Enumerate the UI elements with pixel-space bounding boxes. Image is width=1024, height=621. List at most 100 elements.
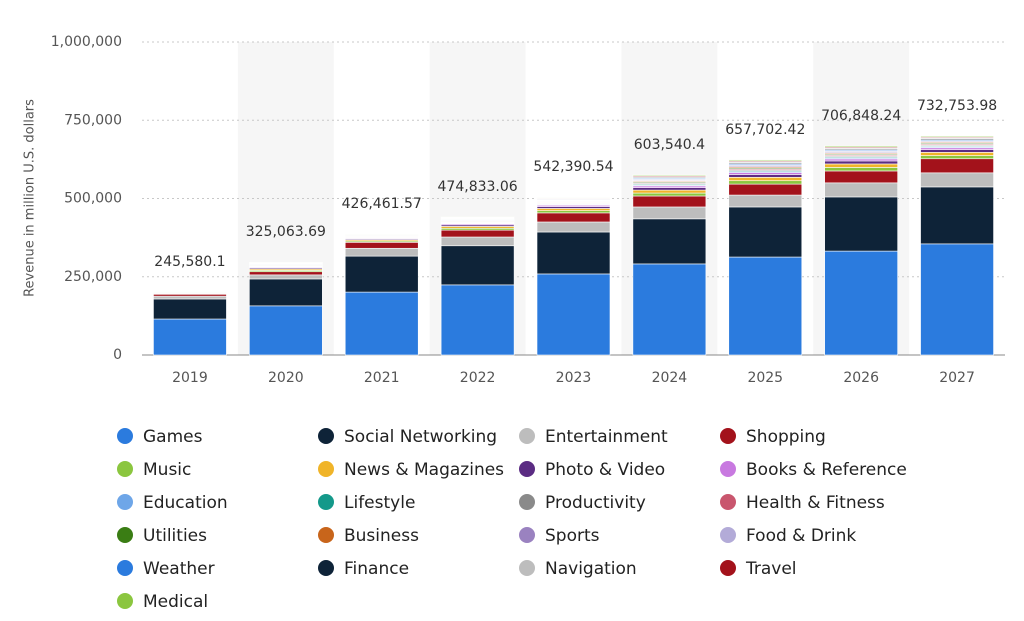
bar-segment xyxy=(728,174,803,178)
y-tick-label: 500,000 xyxy=(64,191,122,207)
legend-marker xyxy=(318,527,334,543)
bar-segment xyxy=(536,212,611,223)
total-label: 245,580.1 xyxy=(154,254,225,270)
y-tick-label: 0 xyxy=(113,347,122,363)
legend-label: Health & Fitness xyxy=(746,493,885,513)
legend-marker xyxy=(720,527,736,543)
bar-segment xyxy=(536,273,611,356)
legend-marker xyxy=(519,461,535,477)
bar-segment xyxy=(344,255,419,293)
bar-segment xyxy=(440,216,515,218)
legend-marker xyxy=(318,461,334,477)
bar-segment xyxy=(440,229,515,238)
bar-segment xyxy=(824,167,898,172)
total-label: 474,833.06 xyxy=(438,179,518,195)
bar-segment xyxy=(632,187,707,191)
bar-segment xyxy=(920,172,994,188)
x-tick-label: 2023 xyxy=(556,370,592,386)
bar-segment xyxy=(824,158,898,162)
bar-segment xyxy=(344,242,419,249)
y-tick-label: 750,000 xyxy=(64,112,122,128)
legend-label: Photo & Video xyxy=(545,460,665,480)
bar-segment xyxy=(632,206,707,220)
legend-label: Food & Drink xyxy=(746,526,856,546)
bar-segment xyxy=(632,192,707,197)
bar-segment xyxy=(344,291,419,356)
legend-marker xyxy=(720,428,736,444)
legend-label: Lifestyle xyxy=(344,493,415,513)
legend-marker xyxy=(117,527,133,543)
bar-segment xyxy=(728,177,803,182)
legend-label: Navigation xyxy=(545,559,637,579)
bar-segment xyxy=(824,145,898,148)
legend-label: Books & Reference xyxy=(746,460,907,480)
legend-label: Social Networking xyxy=(344,427,497,447)
legend-marker xyxy=(117,560,133,576)
bar-segment xyxy=(536,210,611,214)
bar-segment xyxy=(728,194,803,208)
bar-segment xyxy=(920,243,994,356)
bar-segment xyxy=(536,196,611,199)
legend-marker xyxy=(720,560,736,576)
legend-marker xyxy=(720,461,736,477)
total-label: 657,702.42 xyxy=(725,122,805,138)
legend-marker xyxy=(117,593,133,609)
legend-label: Weather xyxy=(143,559,215,579)
legend-label: Medical xyxy=(143,592,208,612)
bar-segment xyxy=(249,278,323,307)
legend-marker xyxy=(117,461,133,477)
bar-segment xyxy=(728,256,803,356)
legend-marker xyxy=(318,494,334,510)
legend-label: Music xyxy=(143,460,191,480)
bar-segment xyxy=(153,298,227,320)
legend-marker xyxy=(117,494,133,510)
legend-marker xyxy=(318,428,334,444)
total-label: 603,540.4 xyxy=(634,137,705,153)
bar-segment xyxy=(824,196,898,252)
legend-label: Entertainment xyxy=(545,427,668,447)
bar-segment xyxy=(536,221,611,233)
bar-segment xyxy=(632,174,707,177)
bar-segment xyxy=(153,295,227,300)
total-label: 732,753.98 xyxy=(917,98,997,114)
legend-marker xyxy=(117,428,133,444)
legend-label: Games xyxy=(143,427,203,447)
bar-segment xyxy=(536,231,611,275)
x-tick-label: 2026 xyxy=(843,370,879,386)
total-label: 325,063.69 xyxy=(246,224,326,240)
x-tick-label: 2024 xyxy=(652,370,688,386)
x-tick-label: 2020 xyxy=(268,370,304,386)
bar-segment xyxy=(824,170,898,184)
y-tick-label: 1,000,000 xyxy=(51,34,122,50)
x-tick-label: 2025 xyxy=(747,370,783,386)
x-tick-label: 2022 xyxy=(460,370,496,386)
legend-marker xyxy=(720,494,736,510)
bar-segment xyxy=(440,236,515,247)
legend-label: Travel xyxy=(745,559,797,579)
bar-segment xyxy=(728,159,803,162)
legend-label: Utilities xyxy=(143,526,207,546)
legend-label: Sports xyxy=(545,526,600,546)
bar-segment xyxy=(249,274,323,280)
bar-segment xyxy=(153,318,227,356)
legend-marker xyxy=(519,560,535,576)
bar-segment xyxy=(728,183,803,196)
legend-marker xyxy=(519,428,535,444)
bar-segment xyxy=(536,208,611,211)
legend-label: Education xyxy=(143,493,228,513)
total-label: 426,461.57 xyxy=(342,196,422,212)
x-tick-label: 2027 xyxy=(939,370,975,386)
legend-label: Finance xyxy=(344,559,409,579)
total-label: 542,390.54 xyxy=(533,159,613,175)
legend-label: News & Magazines xyxy=(344,460,504,480)
legend-marker xyxy=(519,494,535,510)
x-tick-label: 2019 xyxy=(172,370,208,386)
bar-segment xyxy=(920,158,994,174)
bar-segment xyxy=(824,250,898,356)
legend-marker xyxy=(519,527,535,543)
bar-segment xyxy=(728,180,803,185)
bar-segment xyxy=(920,149,994,153)
y-tick-label: 250,000 xyxy=(64,269,122,285)
bar-segment xyxy=(632,189,707,194)
